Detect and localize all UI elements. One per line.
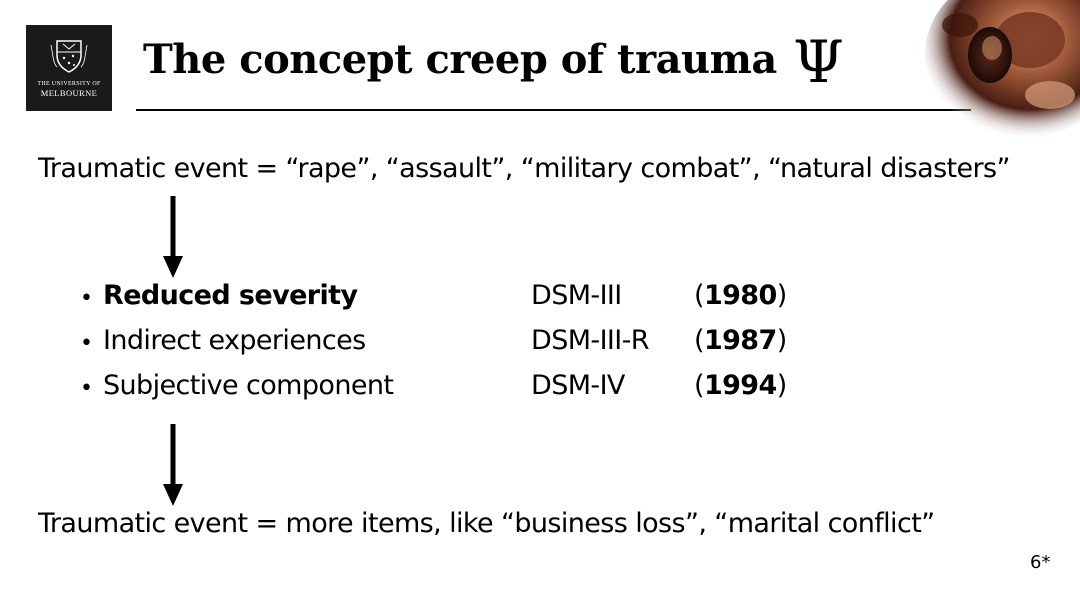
change-label: Indirect experiences [103,325,366,356]
original-trauma-definition: Traumatic event = “rape”, “assault”, “mi… [38,153,1011,184]
brain-image [925,0,1080,140]
university-crest-icon [50,40,88,73]
bullet-dot-icon: • [80,376,93,401]
dsm-edition: DSM-III [531,280,622,311]
slide-title: The concept creep of trauma [143,36,777,83]
change-label: Subjective component [103,370,394,401]
down-arrow-icon [163,196,183,278]
psi-symbol: Ψ [793,28,844,96]
title-underline [136,109,971,111]
edition-year: (1980) [694,280,787,311]
logo-text-line2: MELBOURNE [40,88,98,98]
university-logo: THE UNIVERSITY OF MELBOURNE [26,25,112,111]
change-label: Reduced severity [103,280,358,311]
dsm-edition: DSM-III-R [531,325,650,356]
logo-text-line1: THE UNIVERSITY OF [37,81,101,87]
page-number: 6* [1030,552,1051,573]
down-arrow-icon [163,424,183,506]
expanded-trauma-definition: Traumatic event = more items, like “busi… [38,508,935,539]
bullet-dot-icon: • [80,331,93,356]
edition-year: (1994) [694,370,787,401]
dsm-edition: DSM-IV [531,370,625,401]
bullet-dot-icon: • [80,286,93,311]
edition-year: (1987) [694,325,787,356]
